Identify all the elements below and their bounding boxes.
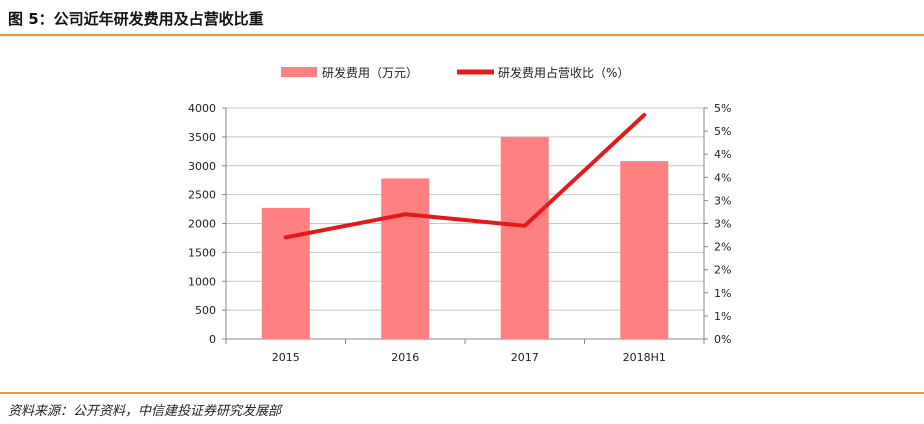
y-left-tick-label: 2000 [188, 218, 216, 231]
y-right-tick-label: 5% [714, 102, 731, 115]
x-tick-label: 2016 [391, 351, 419, 364]
y-left-tick-label: 1000 [188, 275, 216, 288]
y-right-tick-label: 3% [714, 194, 731, 207]
source-note: 资料来源：公开资料，中信建投证券研究发展部 [8, 404, 282, 419]
y-left-tick-label: 3500 [188, 131, 216, 144]
legend-bar-swatch [281, 67, 317, 77]
bar-2017 [500, 136, 549, 339]
y-left-tick-label: 1500 [188, 246, 216, 259]
y-right-tick-label: 1% [714, 287, 731, 300]
y-right-tick-label: 2% [714, 264, 731, 277]
legend-bar-label: 研发费用（万元） [322, 65, 418, 80]
y-right-tick-label: 4% [714, 148, 731, 161]
bar-2016 [381, 178, 430, 339]
x-tick-label: 2018H1 [623, 351, 666, 364]
x-tick-label: 2015 [272, 351, 300, 364]
y-right-tick-label: 4% [714, 171, 731, 184]
bar-2015 [261, 207, 310, 339]
bar-2018H1 [620, 161, 669, 339]
y-left-tick-label: 500 [195, 304, 216, 317]
y-right-tick-label: 1% [714, 310, 731, 323]
header-divider [0, 34, 924, 36]
y-left-tick-label: 0 [209, 333, 216, 346]
y-left-tick-label: 3000 [188, 160, 216, 173]
ratio-line [283, 112, 647, 240]
chart: 0 500 1000 1500 2000 2500 3000 3500 4000 0% 1% 1% 2%… [188, 65, 731, 364]
y-right-tick-label: 2% [714, 241, 731, 254]
legend-line-label: 研发费用占营收比（%） [498, 65, 629, 80]
y-right-tick-label: 5% [714, 125, 731, 138]
y-left-tick-label: 2500 [188, 189, 216, 202]
chart-title: 图 5：公司近年研发费用及占营收比重 [8, 10, 264, 28]
y-left-tick-label: 4000 [188, 102, 216, 115]
x-tick-label: 2017 [511, 351, 539, 364]
y-right-tick-label: 0% [714, 333, 731, 346]
y-right-tick-label: 3% [714, 218, 731, 231]
footer-divider [0, 392, 924, 394]
